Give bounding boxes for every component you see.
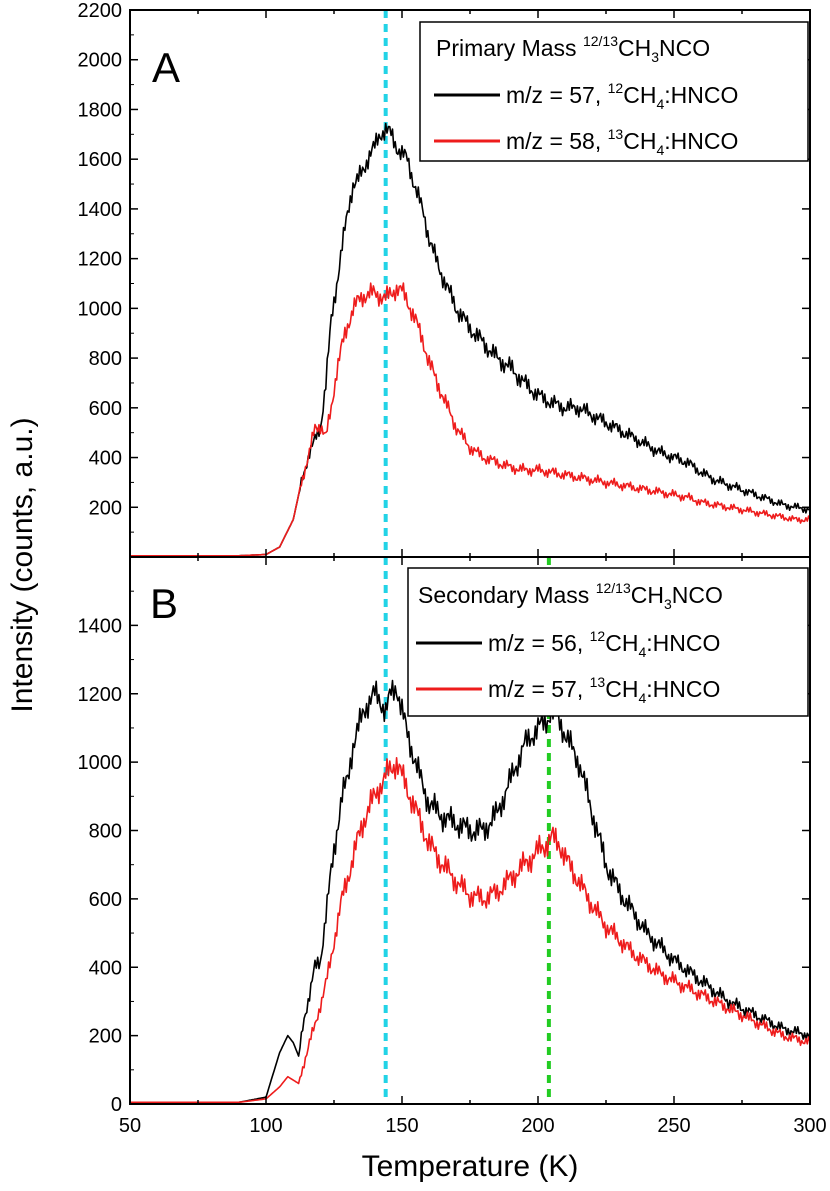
x-tick-label: 200	[521, 1115, 554, 1137]
panel-b-legend-entry-red: m/z = 57, 13CH4:HNCO	[488, 674, 720, 706]
y-tick-label: 1400	[78, 199, 123, 221]
y-tick-label: 1800	[78, 99, 123, 121]
panel-a-legend-box	[419, 21, 809, 162]
panel-a-legend-title: Primary Mass 12/13CH3NCO	[436, 33, 710, 65]
panel-b-legend: Secondary Mass 12/13CH3NCO m/z = 56, 12C…	[407, 567, 809, 717]
panel-a-legend: Primary Mass 12/13CH3NCO m/z = 57, 12CH4…	[419, 21, 809, 162]
x-axis-title: Temperature (K)	[362, 1150, 579, 1183]
panel-a-label: A	[152, 44, 180, 91]
y-tick-label: 1600	[78, 149, 123, 171]
panel-a-legend-entry-black: m/z = 57, 12CH4:HNCO	[506, 80, 738, 112]
y-tick-label: 800	[89, 821, 122, 843]
y-tick-label: 400	[89, 957, 122, 979]
y-tick-label: 200	[89, 497, 122, 519]
x-tick-label: 100	[249, 1115, 282, 1137]
y-tick-label: 0	[111, 1094, 122, 1116]
x-tick-label: 50	[119, 1115, 141, 1137]
y-tick-label: 600	[89, 398, 122, 420]
panel-b-legend-entry-black: m/z = 56, 12CH4:HNCO	[488, 628, 720, 660]
x-tick-label: 300	[793, 1115, 826, 1137]
panela-series-black	[130, 122, 811, 557]
y-tick-label: 200	[89, 1026, 122, 1048]
y-tick-label: 2200	[78, 0, 123, 22]
y-tick-label: 1000	[78, 752, 123, 774]
panel-a-legend-entry-red: m/z = 58, 13CH4:HNCO	[506, 126, 738, 158]
y-tick-label: 400	[89, 448, 122, 470]
y-axis-title: Intensity (counts, a.u.)	[6, 417, 39, 712]
y-tick-label: 1200	[78, 249, 123, 271]
y-tick-label: 1200	[78, 684, 123, 706]
panela-series-red	[130, 282, 811, 557]
panel-b-label: B	[150, 580, 178, 627]
panelb-series-red	[130, 756, 811, 1104]
panelb-series-black	[130, 679, 811, 1104]
panel-a: 200 400 600 800 1000 1200 1400 1600 1800 2000 2200…	[78, 0, 811, 558]
x-tick-label: 250	[657, 1115, 690, 1137]
y-tick-label: 1400	[78, 615, 123, 637]
panel-b: 0 200 400 600 800 1000 1200 1400 50 100 150 200 250 3…	[78, 556, 827, 1137]
y-tick-label: 800	[89, 348, 122, 370]
y-tick-label: 600	[89, 889, 122, 911]
panel-b-legend-title: Secondary Mass 12/13CH3NCO	[418, 580, 723, 612]
y-tick-label: 2000	[78, 50, 123, 72]
x-tick-label: 150	[385, 1115, 418, 1137]
y-tick-label: 1000	[78, 298, 123, 320]
